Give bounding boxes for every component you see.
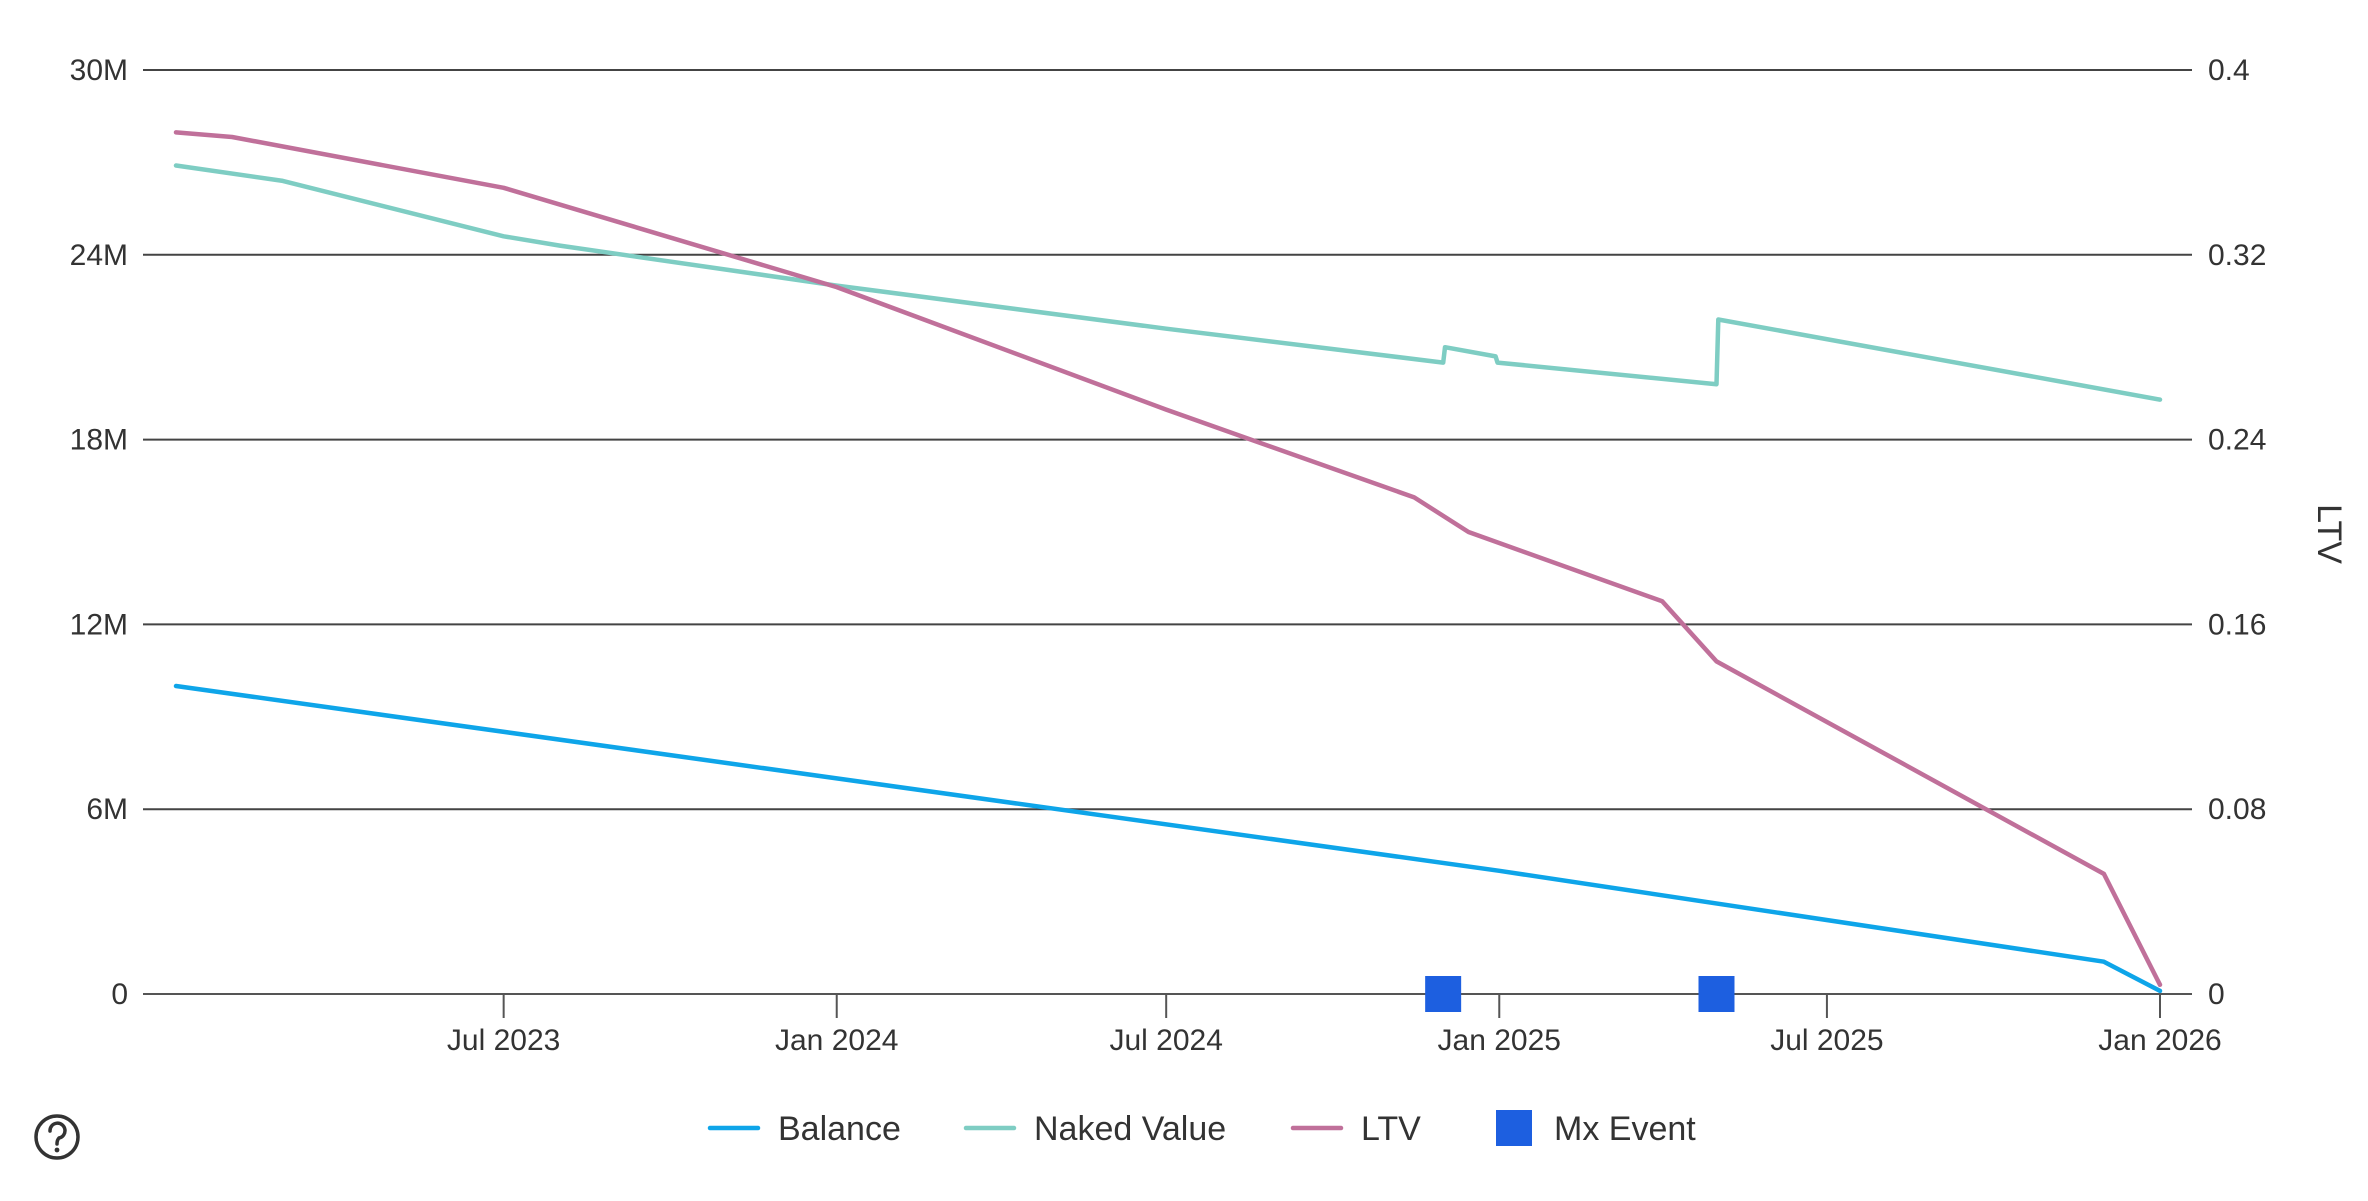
series-line-balance[interactable]: [173, 683, 2163, 994]
y-right-tick-label: 0: [2208, 978, 2225, 1011]
grid: [143, 69, 2192, 995]
series-line-naked-value[interactable]: [173, 163, 2163, 402]
x-tick-label: Jul 2025: [1770, 1024, 1883, 1057]
legend-label: Mx Event: [1554, 1110, 1696, 1148]
series-line-ltv[interactable]: [173, 130, 2163, 988]
legend-item-ltv[interactable]: LTV: [1290, 1110, 1421, 1148]
y-right-tick-label: 0.16: [2208, 608, 2266, 641]
y-axis-left: 0 6M 12M 18M 24M 30M: [70, 54, 128, 1011]
x-tick-label: Jan 2025: [1438, 1024, 1561, 1057]
y-right-tick-label: 0.08: [2208, 793, 2266, 826]
legend-swatch: [1496, 1110, 1532, 1146]
y-right-tick-label: 0.4: [2208, 54, 2250, 87]
y-right-tick-label: 0.32: [2208, 239, 2266, 272]
y-left-tick-label: 18M: [70, 424, 128, 457]
y-left-tick-label: 30M: [70, 54, 128, 87]
y-left-tick-label: 12M: [70, 608, 128, 641]
legend-item-naked-value[interactable]: Naked Value: [963, 1110, 1226, 1148]
x-tick-label: Jul 2023: [447, 1024, 560, 1057]
legend-item-mx-event[interactable]: Mx Event: [1496, 1110, 1696, 1148]
x-tick-label: Jul 2024: [1109, 1024, 1222, 1057]
legend: Balance Naked Value LTV Mx Event: [707, 1110, 1696, 1148]
legend-label: Balance: [778, 1110, 901, 1148]
mx-event-marker[interactable]: [1698, 976, 1735, 1012]
x-tick-label: Jan 2026: [2098, 1024, 2221, 1057]
y-left-tick-label: 6M: [86, 793, 128, 826]
y-left-tick-label: 24M: [70, 239, 128, 272]
legend-label: LTV: [1361, 1110, 1421, 1148]
y-right-tick-label: 0.24: [2208, 424, 2266, 457]
legend-item-balance[interactable]: Balance: [707, 1110, 901, 1148]
x-tick-label: Jan 2024: [775, 1024, 898, 1057]
series: [173, 130, 2163, 994]
markers: [1425, 976, 1735, 1012]
x-axis: Jul 2023 Jan 2024 Jul 2024 Jan 2025 Jul 2025…: [447, 994, 2222, 1057]
question-circle-icon[interactable]: [34, 1114, 80, 1160]
right-axis-title: LTV: [2310, 504, 2348, 564]
y-axis-right: LTV 0 0.08 0.16 0.24 0.32 0.4: [2208, 54, 2348, 1011]
legend-label: Naked Value: [1034, 1110, 1226, 1148]
mx-event-marker[interactable]: [1425, 976, 1462, 1012]
y-left-tick-label: 0: [111, 978, 128, 1011]
